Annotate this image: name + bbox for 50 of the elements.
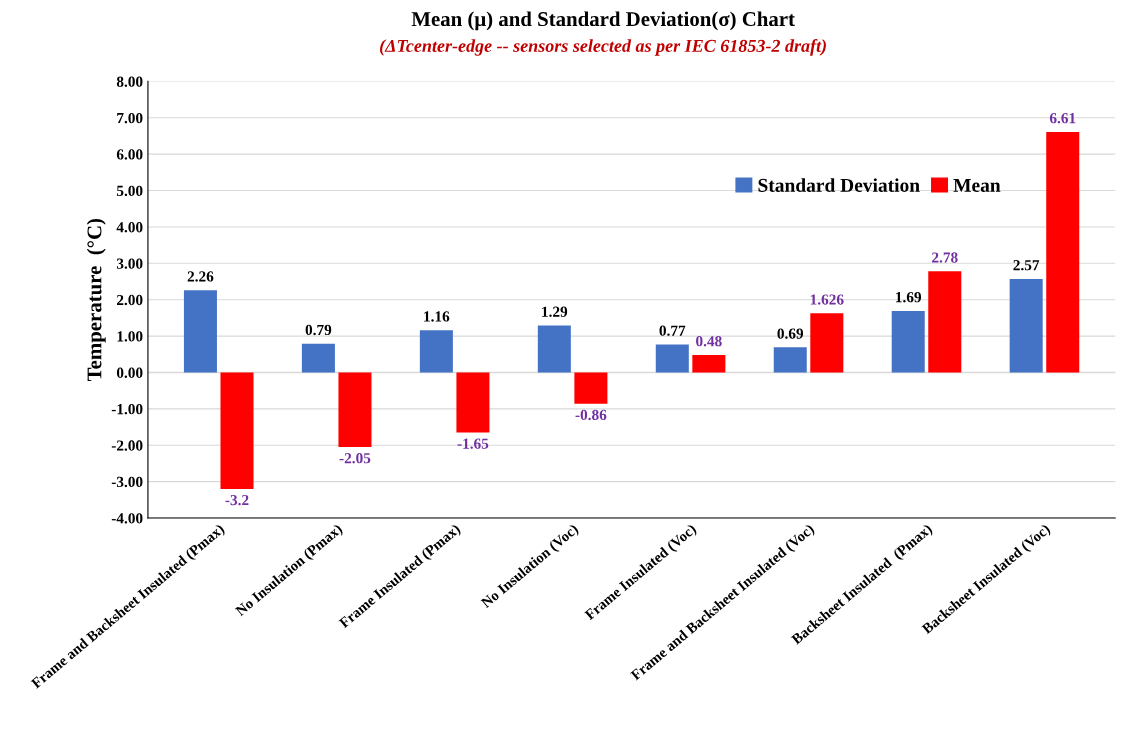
chart-subtitle: (ΔTcenter-edge -- sensors selected as per IEC 61853-2 draft) [380,39,826,56]
data-label: 0.48 [696,336,722,347]
y-tick-label: 0.00 [116,367,143,378]
data-label: 0.79 [305,324,332,336]
data-label: 0.69 [777,328,804,339]
bar [655,344,689,373]
data-label: -1.65 [457,438,489,449]
data-label: 2.57 [1013,260,1040,271]
data-label: 2.26 [187,271,214,282]
bar [419,330,453,373]
y-tick-label: -3.00 [111,476,143,488]
y-tick-label: 7.00 [117,112,143,124]
bar [537,325,571,373]
bar [220,372,254,489]
data-label: -0.86 [575,409,607,421]
chart-title: Mean (μ) and Standard Deviation(σ) Chart [411,11,795,31]
data-label: -2.05 [339,453,371,464]
legend-label: Standard Deviation [758,178,920,192]
bar [692,355,726,373]
y-tick-label: 8.00 [116,76,143,87]
bar [928,271,962,373]
y-tick-label: 4.00 [116,222,143,233]
data-label: 1.29 [542,306,568,317]
data-label: 6.61 [1049,113,1076,124]
y-tick-label: 3.00 [116,258,143,269]
bar [1009,278,1043,373]
y-tick-label: -4.00 [111,513,143,524]
data-label: 2.78 [932,252,958,263]
bar [810,313,844,373]
y-tick-label: 1.00 [117,331,143,342]
data-label: 1.16 [424,311,450,322]
bar [1046,131,1080,373]
data-label: 0.77 [659,325,686,336]
y-axis-title: Temperature (°C) [86,218,106,382]
bar [891,310,925,373]
y-tick-label: 6.00 [116,149,143,160]
data-label: -3.2 [225,494,249,506]
bar [338,372,372,448]
bar [301,343,335,373]
legend-label: Mean [953,179,1001,192]
y-tick-label: 2.00 [116,294,143,306]
bar [456,372,490,433]
y-tick-label: -1.00 [111,403,143,415]
bar [183,290,217,373]
y-tick-label: -2.00 [111,440,143,451]
data-label: 1.626 [810,294,844,305]
data-label: 1.69 [896,292,922,303]
bar [773,347,807,373]
y-tick-label: 5.00 [116,185,143,197]
bar [574,372,608,404]
